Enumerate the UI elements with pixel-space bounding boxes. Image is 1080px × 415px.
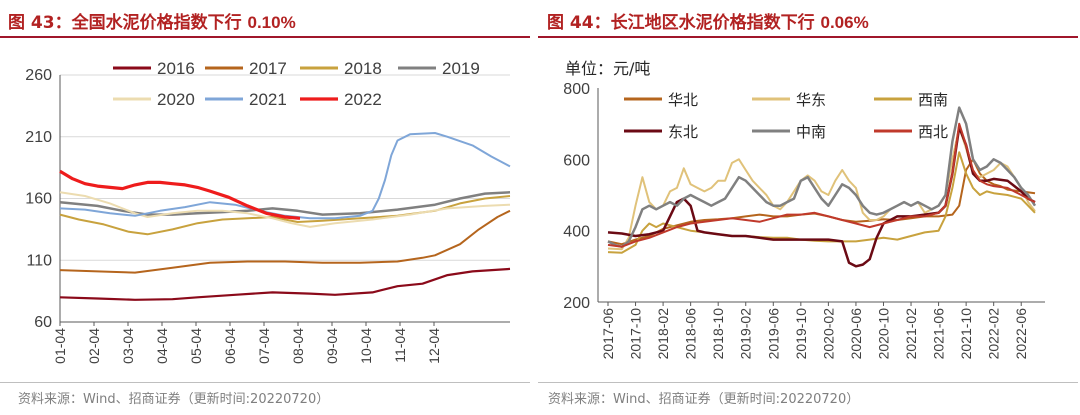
right-xtick-14: 2022-02	[986, 308, 1002, 360]
right-series-line-华北	[607, 158, 1036, 246]
left-ytick-2: 160	[25, 191, 52, 208]
left-series-line-2020	[59, 191, 511, 228]
left-xtick-9: 10-04	[358, 328, 374, 364]
right-xtick-6: 2019-06	[765, 308, 781, 360]
right-xtick-11: 2021-02	[903, 308, 919, 360]
left-legend-label-2017: 2017	[249, 59, 287, 78]
left-xtick-6: 07-04	[256, 328, 272, 364]
right-xtick-0: 2017-06	[600, 308, 616, 360]
left-series-line-2016	[59, 267, 511, 301]
right-series-line-中南	[607, 106, 1037, 248]
right-title-text: 长江地区水泥价格指数下行	[610, 13, 821, 33]
right-ytick-0: 200	[563, 295, 590, 312]
right-title-rule	[538, 36, 1078, 38]
right-unit-label: 单位：元/吨	[565, 59, 650, 78]
right-xtick-15: 2022-06	[1013, 308, 1029, 360]
left-title-value: 0.10%	[247, 13, 296, 32]
right-xtick-10: 2020-10	[875, 308, 891, 360]
right-legend-label-西南: 西南	[918, 91, 948, 109]
left-series-line-2017	[59, 209, 511, 274]
left-xtick-0: 01-04	[52, 328, 68, 364]
right-ytick-1: 400	[563, 224, 590, 241]
left-xtick-11: 12-04	[426, 328, 442, 364]
right-ytick-3: 800	[563, 81, 590, 98]
left-legend-label-2020: 2020	[157, 90, 195, 109]
left-series-line-2022	[59, 169, 301, 220]
left-ytick-3: 210	[25, 129, 52, 146]
left-series-line-2019	[59, 191, 511, 216]
left-legend-label-2019: 2019	[442, 59, 480, 78]
right-xtick-12: 2021-06	[931, 308, 947, 360]
left-figure-label: 图 43：	[8, 13, 72, 33]
right-figure-label: 图 44：	[547, 13, 611, 33]
left-xtick-1: 02-04	[86, 328, 102, 364]
left-xtick-10: 11-04	[392, 328, 408, 363]
right-legend-label-东北: 东北	[668, 123, 698, 141]
left-chart-title: 图 43：全国水泥价格指数下行 0.10%	[8, 8, 296, 33]
right-source-note: 资料来源：Wind、招商证券（更新时间:20220720）	[548, 392, 860, 407]
right-xtick-1: 2017-10	[628, 308, 644, 360]
right-xtick-3: 2018-06	[683, 308, 699, 360]
right-xtick-9: 2020-06	[848, 308, 864, 360]
right-xtick-8: 2020-02	[820, 308, 836, 360]
right-legend-label-西北: 西北	[918, 123, 948, 141]
right-ytick-2: 600	[563, 152, 590, 169]
right-xtick-2: 2018-02	[655, 308, 671, 360]
right-xtick-13: 2021-10	[958, 308, 974, 360]
right-chart-title: 图 44：长江地区水泥价格指数下行 0.06%	[547, 8, 869, 33]
right-legend-label-中南: 中南	[796, 123, 826, 141]
left-xtick-3: 04-04	[154, 328, 170, 364]
left-xtick-8: 09-04	[324, 328, 340, 364]
right-xtick-4: 2018-10	[710, 308, 726, 360]
left-legend-label-2021: 2021	[249, 90, 287, 109]
left-title-text: 全国水泥价格指数下行	[71, 13, 248, 33]
right-title-value: 0.06%	[820, 13, 869, 32]
left-ytick-0: 60	[34, 314, 52, 331]
left-series-line-2021	[59, 132, 511, 220]
left-legend-label-2018: 2018	[344, 59, 382, 78]
right-xtick-7: 2019-10	[793, 308, 809, 360]
left-xtick-4: 05-04	[188, 328, 204, 364]
left-xtick-7: 08-04	[290, 328, 306, 364]
right-source-rule	[538, 382, 1078, 383]
left-title-rule	[0, 36, 530, 38]
left-source-rule	[0, 382, 530, 383]
right-xtick-5: 2019-02	[738, 308, 754, 360]
left-ytick-1: 110	[26, 252, 52, 269]
left-legend-label-2022: 2022	[344, 90, 382, 109]
left-source-note: 资料来源：Wind、招商证券（更新时间:20220720）	[18, 392, 330, 407]
right-legend-label-华东: 华东	[796, 91, 826, 109]
left-ytick-4: 260	[25, 67, 52, 84]
left-legend-label-2016: 2016	[157, 59, 195, 78]
left-xtick-5: 06-04	[222, 328, 238, 364]
left-xtick-2: 03-04	[120, 328, 136, 364]
right-series-line-西北	[607, 122, 1036, 248]
right-legend-label-华北: 华北	[668, 91, 698, 109]
